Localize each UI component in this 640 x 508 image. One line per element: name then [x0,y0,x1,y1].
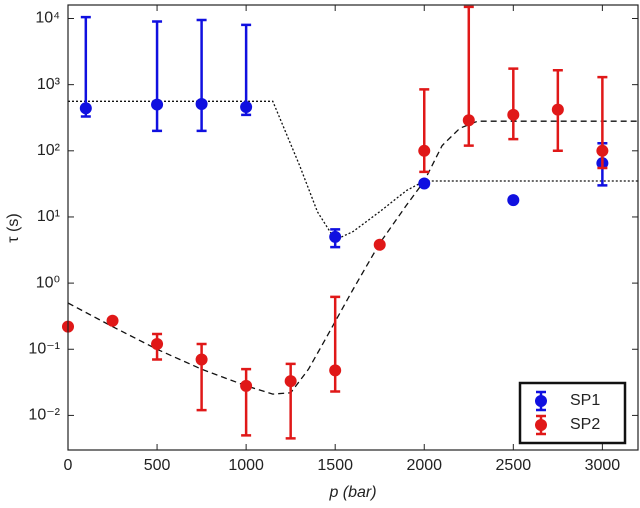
error-bar [196,18,207,133]
x-tick-label: 500 [144,457,171,474]
data-point [240,100,253,113]
error-bar [241,367,252,437]
error-bar [285,362,296,440]
data-point [418,177,431,190]
y-tick-label: 10¹ [37,208,60,225]
data-point [240,379,253,392]
y-tick-label: 10⁻² [28,407,60,424]
error-bar [80,15,91,118]
data-point [151,98,164,111]
error-bar [152,20,163,133]
x-tick-label: 1500 [317,457,353,474]
error-bar [330,295,341,393]
data-point [106,314,119,327]
legend-label: SP2 [570,416,600,433]
x-tick-label: 1000 [228,457,264,474]
data-point [195,353,208,366]
x-tick-label: 0 [64,457,73,474]
y-tick-label: 10² [37,142,61,159]
fit-line [68,100,638,241]
x-tick-label: 2000 [406,457,442,474]
error-bar [419,88,430,174]
data-point [507,108,520,121]
data-point [462,114,475,127]
data-point [551,103,564,116]
y-tick-label: 10⁻¹ [28,340,60,357]
y-tick-label: 10³ [37,76,61,93]
data-point [284,375,297,388]
x-tick-label: 3000 [585,457,621,474]
data-point [195,97,208,110]
data-point [418,144,431,157]
data-point [373,238,386,251]
fit-line [67,120,638,395]
data-point [79,102,92,115]
legend-marker [535,395,547,407]
y-axis-label: τ (s) [5,213,22,242]
y-tick-label: 10⁴ [35,10,60,27]
legend-marker [535,419,547,431]
data-point [329,364,342,377]
x-axis-label: p (bar) [328,484,376,501]
plot-frame [67,4,639,451]
data-point [596,144,609,157]
error-bar [241,23,252,117]
data-point [507,194,520,207]
error-bar [508,67,519,141]
x-tick-label: 2500 [496,457,532,474]
data-point [151,338,164,351]
y-tick-label: 10⁰ [36,274,60,291]
data-point [329,230,342,243]
legend-label: SP1 [570,392,600,409]
